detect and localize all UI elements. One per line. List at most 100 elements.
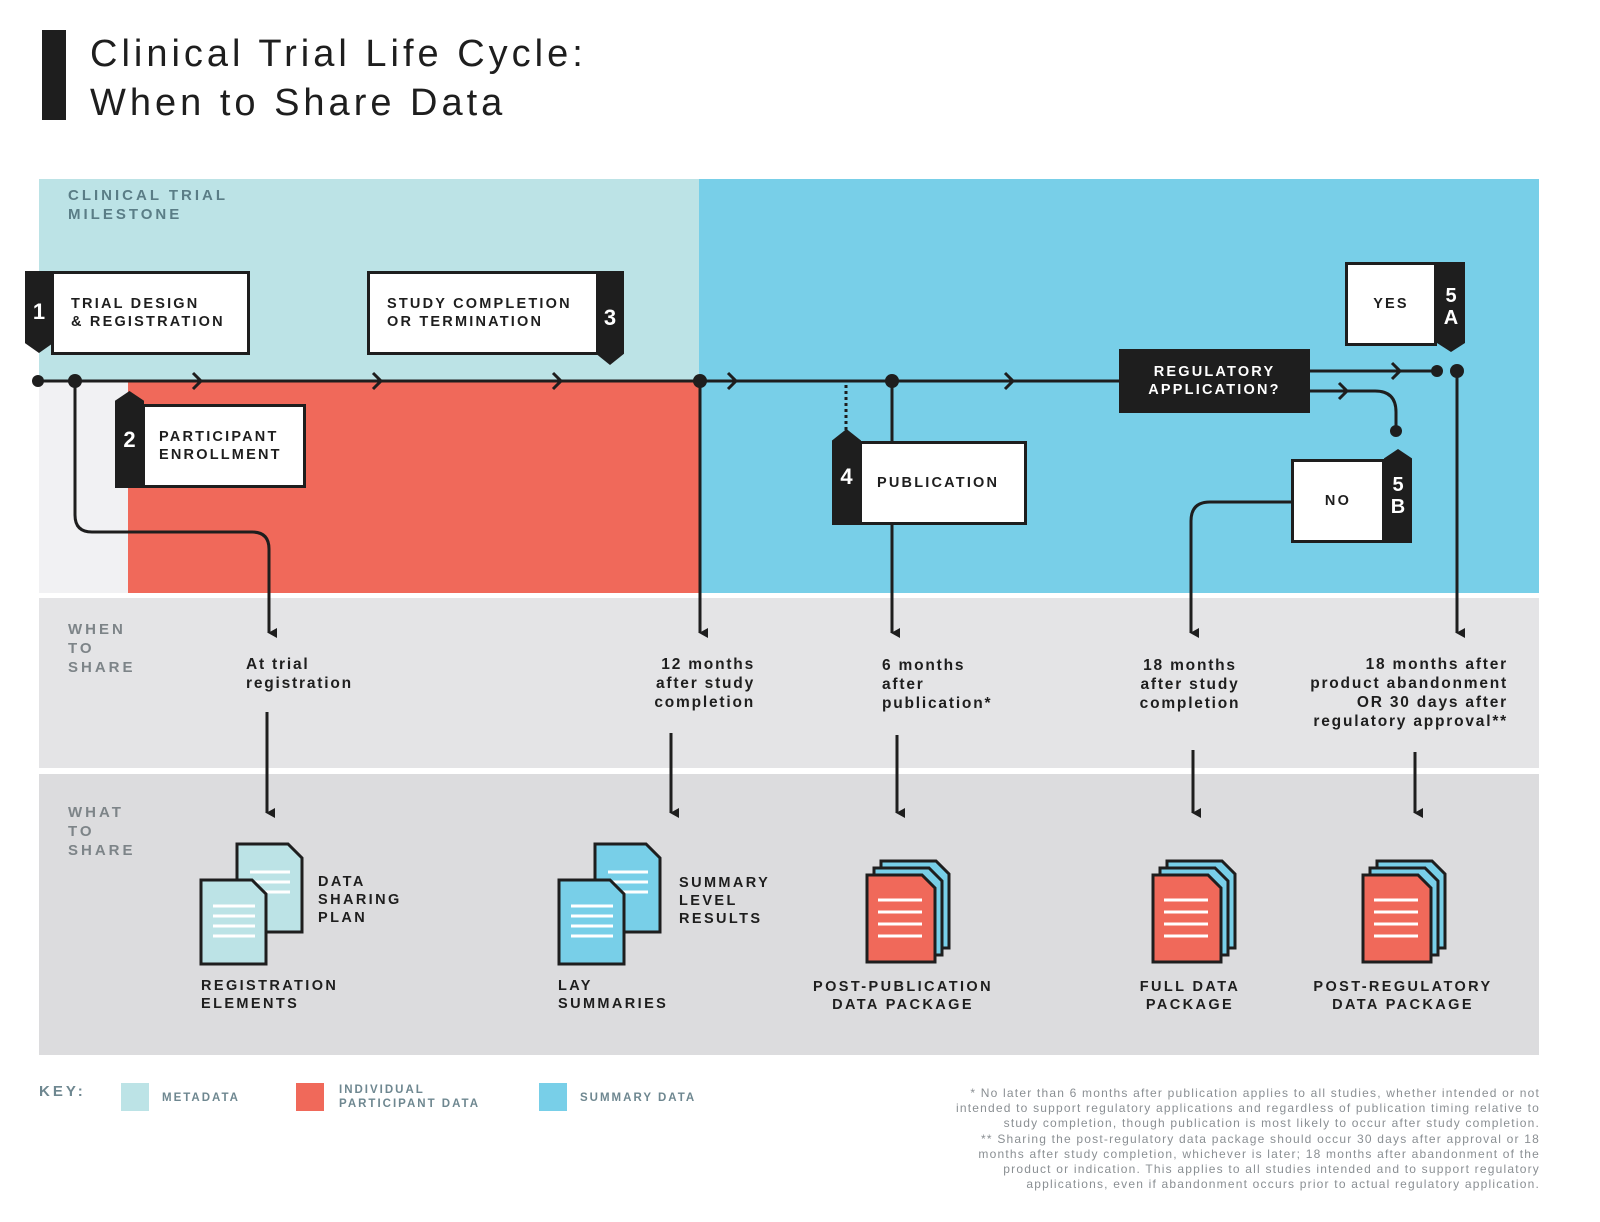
section-label-milestone-line: MILESTONE	[68, 206, 183, 223]
milestone-2-label: PARTICIPANT	[159, 429, 279, 445]
milestone-5a-number: 5	[1445, 285, 1457, 307]
footnote-line: product or indication. This applies to a…	[1003, 1162, 1540, 1177]
when-line: completion	[654, 694, 755, 711]
when-line: publication*	[882, 695, 993, 712]
when-line: At trial	[246, 656, 310, 673]
milestone-1-tag: 1	[25, 271, 53, 353]
section-label-what: WHAT TO SHARE	[68, 803, 136, 860]
section-label-milestone: CLINICAL TRIAL MILESTONE	[68, 186, 228, 224]
section-label-what-line: TO	[68, 823, 95, 840]
what-lay-summaries: LAY SUMMARIES	[558, 977, 668, 1013]
what-line: PLAN	[318, 910, 368, 926]
what-line: POST-PUBLICATION	[813, 979, 993, 995]
key-text-ipd: INDIVIDUAL PARTICIPANT DATA	[339, 1083, 480, 1111]
when-at-registration: At trial registration	[246, 655, 353, 693]
timeline-node-dot	[1390, 425, 1402, 437]
timeline-node-dot	[693, 374, 707, 388]
what-line: SHARING	[318, 892, 402, 908]
key-text-summary: SUMMARY DATA	[580, 1092, 697, 1104]
milestone-5b-box: NO	[1291, 459, 1385, 543]
section-label-milestone-line: CLINICAL TRIAL	[68, 187, 229, 204]
section-label-what-line: WHAT	[68, 804, 124, 821]
section-label-when-line: WHEN	[68, 621, 126, 638]
what-line: REGISTRATION	[201, 978, 339, 994]
milestone-3-tag: 3	[596, 271, 624, 365]
key-label: KEY:	[39, 1083, 86, 1100]
footnote-line: * No later than 6 months after publicati…	[970, 1086, 1540, 1100]
full-data-package-icon	[1151, 859, 1237, 964]
milestone-3-number: 3	[603, 305, 617, 330]
milestone-5a-tag: 5 A	[1437, 262, 1465, 352]
what-line: RESULTS	[679, 911, 763, 927]
what-line: SUMMARY	[679, 875, 771, 891]
key-text-ipd-line: INDIVIDUAL	[339, 1084, 425, 1096]
key-swatch-ipd	[296, 1083, 324, 1111]
what-data-sharing-plan: DATA SHARING PLAN	[318, 873, 402, 927]
key-text-metadata: METADATA	[162, 1092, 240, 1104]
milestone-5b-label: NO	[1324, 493, 1352, 509]
when-18-months: 18 months after study completion	[1124, 656, 1256, 713]
milestone-5a-letter: A	[1443, 307, 1459, 329]
milestone-5b-tag: 5 B	[1384, 449, 1412, 543]
milestone-1-box: TRIAL DESIGN & REGISTRATION	[51, 271, 250, 355]
what-line: LEVEL	[679, 893, 738, 909]
chevron-icon	[726, 371, 739, 391]
when-line: product abandonment	[1310, 675, 1508, 692]
what-line: ELEMENTS	[201, 996, 300, 1012]
timeline-node-dot	[68, 374, 82, 388]
milestone-4-label: PUBLICATION	[877, 475, 1000, 491]
footnote-line: applications, even if abandonment occurs…	[1026, 1177, 1540, 1192]
what-summary-level-results: SUMMARY LEVEL RESULTS	[679, 874, 770, 928]
when-line: after	[882, 676, 925, 693]
what-line: DATA PACKAGE	[832, 997, 974, 1013]
what-line: FULL DATA	[1139, 979, 1241, 995]
when-line: completion	[1139, 695, 1241, 712]
timeline-node-dot	[1450, 364, 1464, 378]
footnotes: * No later than 6 months after publicati…	[780, 1086, 1540, 1192]
when-post-regulatory: 18 months after product abandonment OR 3…	[1280, 655, 1508, 731]
timeline-node-dot	[885, 374, 899, 388]
what-line: DATA PACKAGE	[1332, 997, 1474, 1013]
chevron-icon	[551, 371, 564, 391]
when-line: OR 30 days after	[1356, 694, 1508, 711]
when-line: registration	[246, 675, 353, 692]
what-line: POST-REGULATORY	[1313, 979, 1493, 995]
band-when-to-share	[39, 598, 1539, 768]
regulatory-application-box: REGULATORY APPLICATION?	[1119, 349, 1310, 413]
registration-elements-icon	[199, 878, 268, 966]
footnote-line: ** Sharing the post-regulatory data pack…	[981, 1131, 1540, 1146]
title-line-2: When to Share Data	[90, 82, 507, 124]
milestone-3-label: STUDY COMPLETION	[387, 296, 572, 312]
milestone-2-label: ENROLLMENT	[159, 447, 282, 463]
milestone-4-number: 4	[840, 464, 853, 489]
section-label-when-line: TO	[68, 640, 95, 657]
milestone-2-number: 2	[123, 426, 136, 452]
what-line: SUMMARIES	[558, 996, 669, 1012]
milestone-5b-number: 5	[1392, 474, 1404, 496]
chevron-icon	[371, 371, 384, 391]
regulatory-label: REGULATORY	[1153, 364, 1276, 380]
milestone-4-box: PUBLICATION	[859, 441, 1027, 525]
regulatory-label: APPLICATION?	[1148, 382, 1281, 398]
lay-summaries-icon	[557, 878, 626, 966]
page-title: Clinical Trial Life Cycle: When to Share…	[90, 30, 587, 128]
what-line: PACKAGE	[1145, 997, 1235, 1013]
milestone-5a-box: YES	[1345, 262, 1437, 346]
footnote-line: study completion, though publication is …	[1003, 1116, 1540, 1131]
what-line: DATA	[318, 874, 366, 890]
key-swatch-summary	[539, 1083, 567, 1111]
when-line: after study	[655, 675, 755, 692]
what-post-regulatory: POST-REGULATORY DATA PACKAGE	[1303, 978, 1503, 1014]
what-line: LAY	[558, 978, 593, 994]
milestone-3-box: STUDY COMPLETION OR TERMINATION	[367, 271, 599, 355]
chevron-icon	[1003, 371, 1016, 391]
milestone-1-label: TRIAL DESIGN	[71, 296, 200, 312]
milestone-3-label: OR TERMINATION	[387, 314, 544, 330]
timeline-start-dot	[32, 375, 44, 387]
post-publication-package-icon	[865, 859, 951, 964]
band-light-left	[39, 381, 128, 593]
timeline-node-dot	[1431, 365, 1443, 377]
post-regulatory-package-icon	[1361, 859, 1447, 964]
